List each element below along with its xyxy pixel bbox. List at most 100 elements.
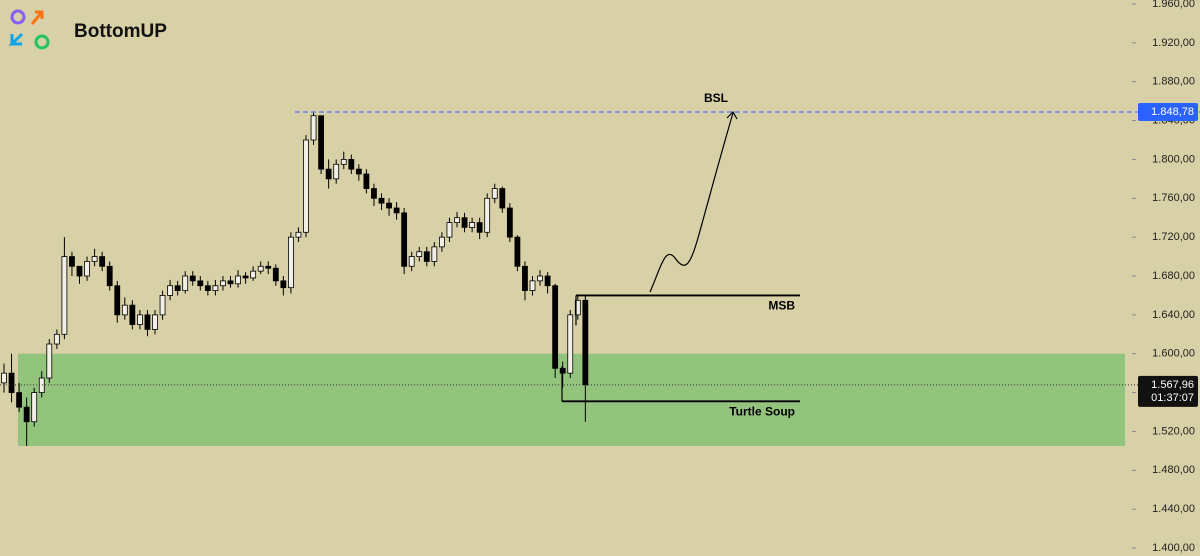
y-tick-label: 1.960,00 — [1152, 0, 1195, 10]
candle-body — [61, 256, 68, 335]
candle-body — [567, 314, 574, 374]
candle-body — [136, 314, 143, 325]
candle-body — [287, 236, 294, 289]
y-tick-label: 1.880,00 — [1152, 76, 1195, 88]
candle-body — [46, 343, 53, 379]
candle-body — [348, 159, 355, 170]
candle-body — [189, 275, 196, 282]
arrow-head — [726, 111, 738, 120]
logo-circle — [34, 34, 50, 50]
candle-body — [408, 256, 415, 267]
candle-body — [76, 265, 83, 277]
candle-body — [378, 197, 385, 204]
candle-body — [91, 256, 98, 262]
candle-body — [499, 188, 506, 209]
candle-body — [295, 231, 302, 238]
candle-body — [99, 256, 106, 267]
candle-body — [235, 275, 241, 285]
projection-arrow — [649, 112, 734, 293]
candle-body — [53, 333, 60, 345]
candle-body — [250, 270, 257, 279]
candle-body — [197, 280, 204, 287]
candle-body — [272, 267, 279, 282]
candle-body — [31, 392, 38, 423]
brand: BottomUP — [74, 21, 167, 42]
y-tick-label: 1.800,00 — [1152, 153, 1195, 165]
logo: BottomUP — [8, 9, 167, 50]
candle-body — [537, 275, 543, 282]
countdown-label: 01:37:07 — [1151, 392, 1194, 404]
candle-body — [167, 285, 174, 296]
candle-body — [454, 217, 460, 223]
logo-arrow — [8, 32, 24, 46]
candle-body — [242, 275, 249, 279]
candle-body — [227, 280, 234, 285]
annotation: MSB — [768, 299, 795, 313]
candle-body — [23, 406, 30, 423]
annotation: Turtle Soup — [729, 405, 795, 419]
y-tick-label: 1.920,00 — [1152, 37, 1195, 49]
price-label: 1.848,78 — [1151, 106, 1194, 118]
candle-body — [121, 304, 128, 316]
candle-body — [401, 212, 408, 267]
candle-body — [438, 236, 445, 248]
last-price-box — [1138, 375, 1198, 407]
candle-body — [16, 392, 23, 408]
candle-body — [514, 236, 521, 267]
candle-body — [265, 265, 272, 269]
y-tick-label: 1.680,00 — [1152, 270, 1195, 282]
y-tick-label: 1.720,00 — [1152, 231, 1195, 243]
candle-body — [129, 304, 136, 325]
candle-body — [303, 139, 309, 233]
candle-body — [159, 295, 166, 316]
candle-body — [461, 217, 468, 228]
y-tick-label: 1.480,00 — [1152, 464, 1195, 476]
candle-body — [325, 168, 332, 180]
candle-body — [84, 261, 90, 277]
candle-body — [574, 299, 581, 316]
candle-body — [416, 251, 423, 257]
candle-body — [476, 222, 483, 233]
candle-body — [340, 159, 347, 165]
candle-body — [144, 314, 151, 330]
candle-body — [1, 372, 7, 384]
candle-body — [174, 285, 181, 291]
candle-body — [559, 367, 566, 374]
candle-body — [431, 246, 438, 262]
candle-body — [355, 168, 362, 175]
candle-body — [393, 207, 400, 214]
candle-body — [333, 163, 340, 180]
last-price-label: 1.567,96 — [1151, 379, 1194, 391]
candle-body — [8, 372, 15, 393]
candle-body — [529, 280, 536, 291]
logo-arrow — [30, 10, 44, 25]
candle-body — [212, 285, 219, 291]
candle-body — [423, 251, 430, 262]
y-tick-label: 1.520,00 — [1152, 425, 1195, 437]
logo-circle — [10, 9, 26, 25]
candle-body — [506, 207, 513, 238]
candle-body — [469, 222, 476, 228]
candle-body — [257, 265, 264, 272]
candle-body — [318, 115, 325, 170]
candle-body — [491, 188, 498, 199]
candle-body — [371, 188, 377, 199]
candle-body — [582, 299, 589, 386]
candle-body — [544, 275, 551, 287]
candle-body — [446, 222, 453, 238]
candle-body — [552, 285, 559, 369]
plot-area — [1, 112, 1125, 447]
candle-body — [363, 173, 370, 189]
candle-body — [152, 314, 158, 330]
candle-body — [69, 256, 75, 267]
candle-body — [220, 280, 226, 287]
candle-body — [484, 197, 491, 233]
y-tick-label: 1.440,00 — [1152, 503, 1195, 515]
candle-body — [310, 115, 317, 141]
y-tick-label: 1.600,00 — [1152, 348, 1195, 360]
y-tick-label: 1.760,00 — [1152, 192, 1195, 204]
y-tick-label: 1.400,00 — [1152, 542, 1195, 554]
